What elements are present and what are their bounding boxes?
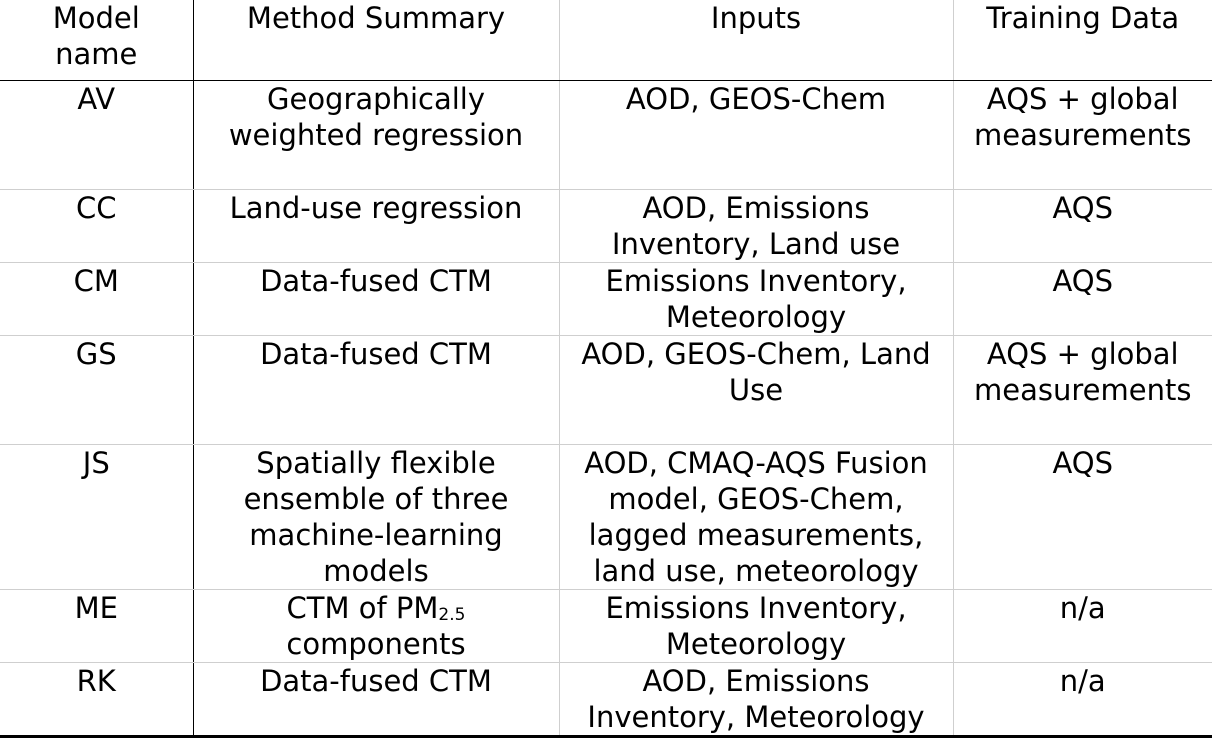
method-cell: CTM of PM2.5 components: [192, 589, 560, 663]
table-row: CM Data-fused CTM Emissions Inventory, M…: [0, 262, 1212, 336]
method-prefix: CTM of PM: [286, 591, 439, 625]
table-row: JS Spatially flexible ensemble of three …: [0, 444, 1212, 590]
training-cell: n/a: [952, 589, 1212, 663]
model-cell: CC: [0, 189, 194, 263]
header-model-name: Model name: [0, 0, 194, 81]
table-header-row: Model name Method Summary Inputs Trainin…: [0, 0, 1212, 81]
method-cell: Land-use regression: [192, 189, 560, 263]
inputs-cell: AOD, Emissions Inventory, Land use: [558, 189, 954, 263]
table-row: CC Land-use regression AOD, Emissions In…: [0, 189, 1212, 263]
model-cell: JS: [0, 444, 194, 590]
table-row: AV Geographically weighted regression AO…: [0, 80, 1212, 190]
training-cell: AQS + global measurements: [952, 335, 1212, 445]
training-cell: AQS: [952, 444, 1212, 590]
method-cell: Geographically weighted regression: [192, 80, 560, 190]
model-cell: AV: [0, 80, 194, 190]
method-subscript: 2.5: [438, 605, 466, 625]
method-suffix: components: [286, 627, 466, 661]
method-cell: Data-fused CTM: [192, 335, 560, 445]
inputs-cell: AOD, GEOS-Chem, Land Use: [558, 335, 954, 445]
training-cell: AQS + global measurements: [952, 80, 1212, 190]
model-cell: CM: [0, 262, 194, 336]
table-row: RK Data-fused CTM AOD, Emissions Invento…: [0, 662, 1212, 738]
training-cell: AQS: [952, 189, 1212, 263]
table-row: ME CTM of PM2.5 components Emissions Inv…: [0, 589, 1212, 663]
header-training-data: Training Data: [952, 0, 1212, 81]
inputs-cell: Emissions Inventory, Meteorology: [558, 589, 954, 663]
inputs-cell: AOD, GEOS-Chem: [558, 80, 954, 190]
model-cell: ME: [0, 589, 194, 663]
header-inputs: Inputs: [558, 0, 954, 81]
table-row: GS Data-fused CTM AOD, GEOS-Chem, Land U…: [0, 335, 1212, 445]
inputs-cell: AOD, CMAQ-AQS Fusion model, GEOS-Chem, l…: [558, 444, 954, 590]
method-cell: Data-fused CTM: [192, 662, 560, 738]
method-cell: Spatially flexible ensemble of three mac…: [192, 444, 560, 590]
header-method-summary: Method Summary: [192, 0, 560, 81]
inputs-cell: Emissions Inventory, Meteorology: [558, 262, 954, 336]
model-cell: GS: [0, 335, 194, 445]
method-cell: Data-fused CTM: [192, 262, 560, 336]
inputs-cell: AOD, Emissions Inventory, Meteorology: [558, 662, 954, 738]
training-cell: AQS: [952, 262, 1212, 336]
training-cell: n/a: [952, 662, 1212, 738]
model-cell: RK: [0, 662, 194, 738]
